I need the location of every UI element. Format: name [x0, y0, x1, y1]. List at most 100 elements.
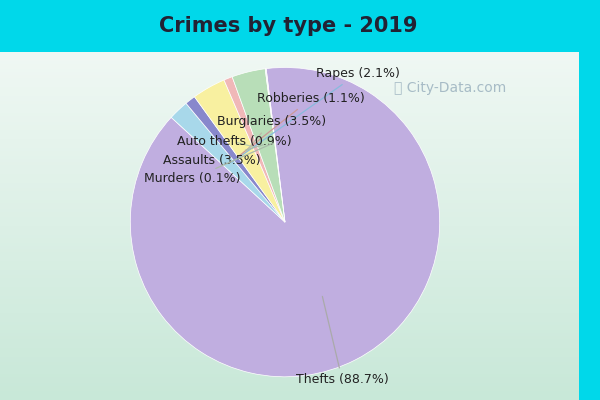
Bar [0, 180, 579, 182]
Bar [0, 397, 579, 400]
Text: Auto thefts (0.9%): Auto thefts (0.9%) [176, 135, 291, 148]
Bar [0, 229, 579, 232]
Bar [0, 130, 579, 133]
Bar [0, 194, 579, 197]
Bar [0, 316, 579, 319]
Bar [0, 182, 579, 185]
Text: Burglaries (3.5%): Burglaries (3.5%) [217, 115, 326, 150]
Bar [0, 266, 579, 270]
Bar [0, 151, 579, 154]
Bar [0, 124, 579, 127]
Bar [0, 275, 579, 278]
Bar [0, 191, 579, 194]
Text: Thefts (88.7%): Thefts (88.7%) [296, 296, 389, 386]
Bar [0, 394, 579, 397]
Bar [0, 78, 579, 81]
Bar [0, 293, 579, 296]
Bar [0, 345, 579, 348]
Bar [0, 122, 579, 124]
Bar [0, 220, 579, 223]
Bar [0, 232, 579, 235]
Bar [0, 235, 579, 238]
Bar [0, 246, 579, 249]
Bar [0, 159, 579, 162]
Bar [0, 281, 579, 284]
Bar [0, 165, 579, 168]
Bar [0, 223, 579, 226]
Bar [0, 258, 579, 261]
Bar [0, 72, 579, 75]
Bar [0, 64, 579, 66]
Bar [0, 188, 579, 191]
Bar [0, 249, 579, 252]
Bar [0, 287, 579, 290]
Wedge shape [224, 77, 285, 222]
Bar [0, 52, 579, 55]
Bar [0, 96, 579, 98]
Bar [0, 177, 579, 180]
Bar [0, 55, 579, 58]
Bar [0, 290, 579, 293]
Bar [0, 139, 579, 142]
Bar [0, 110, 579, 113]
Bar [0, 359, 579, 362]
Text: Rapes (2.1%): Rapes (2.1%) [232, 67, 400, 162]
Bar [0, 90, 579, 93]
Bar [0, 61, 579, 64]
Bar [0, 226, 579, 229]
Bar [0, 145, 579, 148]
Bar [0, 185, 579, 188]
Bar [0, 304, 579, 307]
Bar [0, 212, 579, 214]
Bar [0, 339, 579, 342]
Bar [0, 284, 579, 287]
Bar [0, 333, 579, 336]
Bar [0, 162, 579, 165]
Bar [0, 70, 579, 72]
Bar [0, 206, 579, 209]
Bar [0, 214, 579, 217]
Bar [0, 322, 579, 325]
Text: Murders (0.1%): Murders (0.1%) [144, 144, 272, 185]
Bar [0, 356, 579, 359]
Bar [0, 264, 579, 266]
Bar [0, 119, 579, 122]
Bar [0, 270, 579, 272]
Bar [0, 148, 579, 150]
Text: Crimes by type - 2019: Crimes by type - 2019 [159, 16, 417, 36]
Wedge shape [265, 69, 285, 222]
Bar [0, 336, 579, 339]
Bar [0, 391, 579, 394]
Bar [0, 302, 579, 304]
Bar [0, 377, 579, 380]
Bar [0, 98, 579, 101]
Bar [0, 310, 579, 313]
Text: Robberies (1.1%): Robberies (1.1%) [238, 92, 365, 157]
Bar [0, 113, 579, 116]
Bar [0, 342, 579, 345]
Bar [0, 107, 579, 110]
Bar [0, 252, 579, 255]
Bar [0, 351, 579, 354]
Bar [0, 307, 579, 310]
Bar [0, 142, 579, 145]
Bar [0, 368, 579, 371]
Bar [0, 93, 579, 96]
Bar [0, 382, 579, 386]
Bar [0, 313, 579, 316]
Bar [0, 58, 579, 61]
Bar [0, 348, 579, 351]
Wedge shape [232, 69, 285, 222]
Bar [0, 84, 579, 87]
Bar [0, 171, 579, 174]
Bar [0, 128, 579, 130]
Bar [0, 298, 579, 302]
Bar [0, 75, 579, 78]
Bar [0, 388, 579, 391]
Bar [0, 116, 579, 119]
Bar [0, 203, 579, 206]
Bar [0, 261, 579, 264]
Bar [0, 104, 579, 107]
Bar [0, 87, 579, 90]
Bar [0, 81, 579, 84]
